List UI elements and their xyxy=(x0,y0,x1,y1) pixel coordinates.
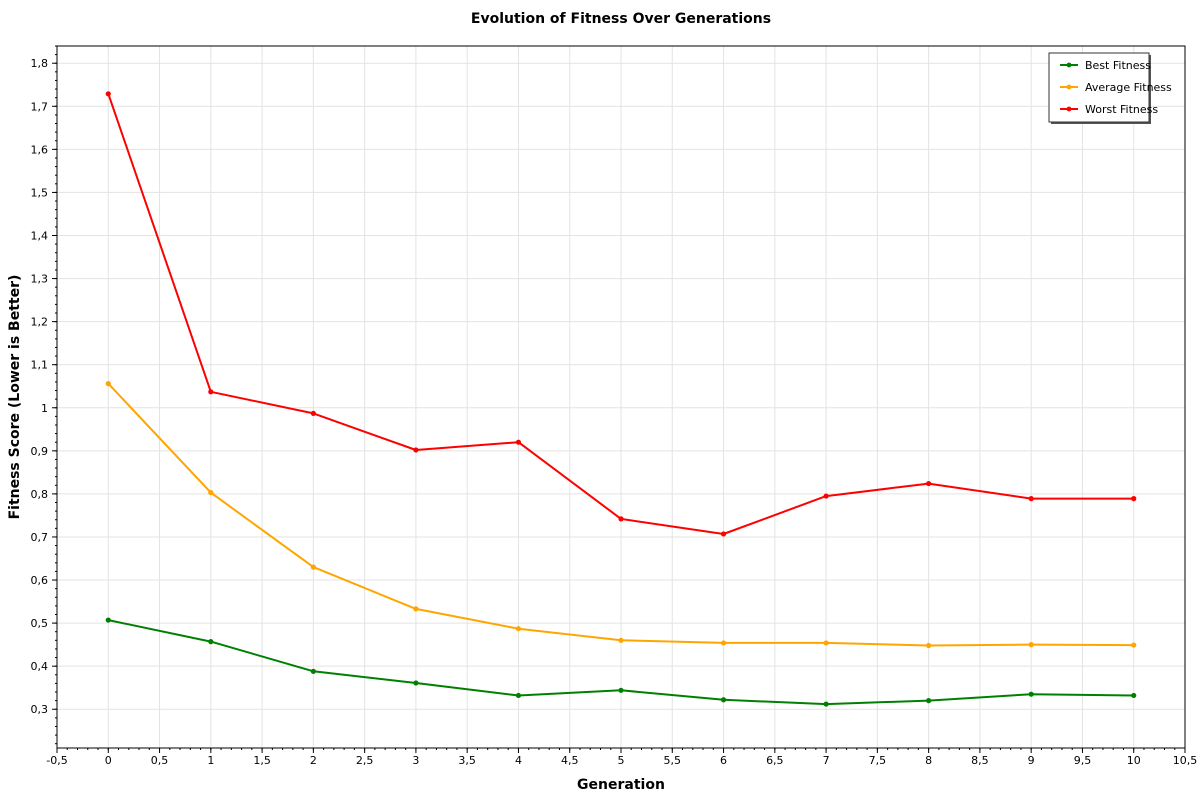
average-fitness-point xyxy=(720,640,727,646)
worst-fitness-point xyxy=(1028,496,1034,502)
average-fitness-point xyxy=(413,606,419,612)
y-tick-label: 1,4 xyxy=(31,229,49,242)
y-tick-label: 0,7 xyxy=(31,531,49,544)
x-tick-label: 9,5 xyxy=(1074,754,1092,767)
x-tick-label: 1 xyxy=(207,754,214,767)
best-fitness-point xyxy=(618,687,624,693)
x-tick-label: 3 xyxy=(412,754,419,767)
worst-fitness-point xyxy=(926,480,932,487)
best-fitness-point xyxy=(720,697,727,703)
best-fitness-point xyxy=(413,680,419,686)
x-tick-label: 1,5 xyxy=(253,754,271,767)
worst-fitness-point xyxy=(310,410,316,416)
x-tick-label: 5 xyxy=(618,754,625,767)
y-axis-title: Fitness Score (Lower is Better) xyxy=(7,275,23,520)
y-tick-label: 1 xyxy=(41,402,48,415)
x-tick-label: 5,5 xyxy=(664,754,682,767)
x-tick-label: 6 xyxy=(720,754,727,767)
series-layer xyxy=(105,91,1137,707)
best-fitness-point xyxy=(515,692,522,699)
average-fitness-legend-label: Average Fitness xyxy=(1085,81,1172,94)
x-tick-label: -0,5 xyxy=(46,754,67,767)
x-tick-label: 0,5 xyxy=(151,754,169,767)
x-tick-label: 8 xyxy=(925,754,932,767)
legend: Best Fitness Average Fitness Worst Fitness xyxy=(1048,52,1172,124)
y-tick-label: 1,3 xyxy=(31,273,49,286)
best-fitness-legend-label: Best Fitness xyxy=(1085,59,1151,72)
average-fitness-legend-marker xyxy=(1066,84,1072,90)
x-tick-label: 6,5 xyxy=(766,754,784,767)
best-fitness-legend-marker xyxy=(1066,62,1072,68)
x-tick-label: 0 xyxy=(105,754,112,767)
y-tick-label: 0,8 xyxy=(31,488,49,501)
worst-fitness-point xyxy=(1131,496,1137,502)
best-fitness-point xyxy=(926,698,932,704)
worst-fitness-point xyxy=(823,493,829,499)
average-fitness-point xyxy=(823,640,829,646)
best-fitness-point xyxy=(310,668,316,674)
worst-fitness-legend-label: Worst Fitness xyxy=(1085,103,1158,116)
average-fitness-series xyxy=(105,381,1137,649)
x-axis: -0,5 0 0,5 1 1,5 2 2,5 3 3,5 4 4,5 5 5,5 6 6,5 7 7,5 8 8,5… xyxy=(46,748,1197,767)
x-tick-label: 4 xyxy=(515,754,522,767)
y-tick-label: 1,8 xyxy=(31,57,49,70)
worst-fitness-series xyxy=(105,91,1137,537)
y-tick-label: 0,4 xyxy=(31,660,49,673)
average-fitness-point xyxy=(105,381,111,387)
chart-title: Evolution of Fitness Over Generations xyxy=(471,11,771,27)
average-fitness-point xyxy=(926,642,932,649)
x-tick-label: 10,5 xyxy=(1173,754,1198,767)
x-tick-label: 3,5 xyxy=(458,754,476,767)
worst-fitness-point xyxy=(515,439,522,445)
worst-fitness-point xyxy=(105,91,111,97)
y-tick-label: 1,7 xyxy=(31,100,49,113)
x-tick-label: 8,5 xyxy=(971,754,989,767)
x-axis-title: Generation xyxy=(577,777,665,793)
x-tick-label: 7,5 xyxy=(869,754,887,767)
average-fitness-point xyxy=(310,564,316,570)
y-tick-label: 1,5 xyxy=(31,186,49,199)
average-fitness-point xyxy=(1028,642,1034,648)
x-tick-label: 10 xyxy=(1127,754,1141,767)
x-tick-label: 2,5 xyxy=(356,754,374,767)
average-fitness-point xyxy=(618,637,624,643)
worst-fitness-point xyxy=(208,389,214,395)
y-tick-label: 0,5 xyxy=(31,617,49,630)
worst-fitness-point xyxy=(618,516,624,522)
best-fitness-point xyxy=(823,701,829,707)
y-tick-label: 0,3 xyxy=(31,703,49,716)
y-axis: 0,3 0,4 0,5 0,6 0,7 0,8 0,9 1 1,1 1,2 1,3 1,4 1,5 1,6… xyxy=(31,45,57,745)
average-fitness-point xyxy=(208,490,214,496)
x-tick-label: 9 xyxy=(1028,754,1035,767)
y-tick-label: 1,1 xyxy=(31,359,49,372)
worst-fitness-point xyxy=(720,531,727,537)
best-fitness-series xyxy=(105,617,1137,707)
x-tick-label: 7 xyxy=(823,754,830,767)
y-tick-label: 1,2 xyxy=(31,316,49,329)
worst-fitness-legend-marker xyxy=(1066,106,1072,112)
x-tick-label: 4,5 xyxy=(561,754,579,767)
best-fitness-point xyxy=(1131,692,1137,699)
best-fitness-point xyxy=(1028,691,1034,697)
y-tick-label: 0,6 xyxy=(31,574,49,587)
best-fitness-point xyxy=(208,639,214,645)
y-tick-label: 0,9 xyxy=(31,445,49,458)
average-fitness-point xyxy=(1131,642,1137,648)
worst-fitness-point xyxy=(413,447,419,453)
best-fitness-point xyxy=(105,617,111,623)
average-fitness-point xyxy=(515,626,522,632)
x-tick-label: 2 xyxy=(310,754,317,767)
y-tick-label: 1,6 xyxy=(31,143,49,156)
